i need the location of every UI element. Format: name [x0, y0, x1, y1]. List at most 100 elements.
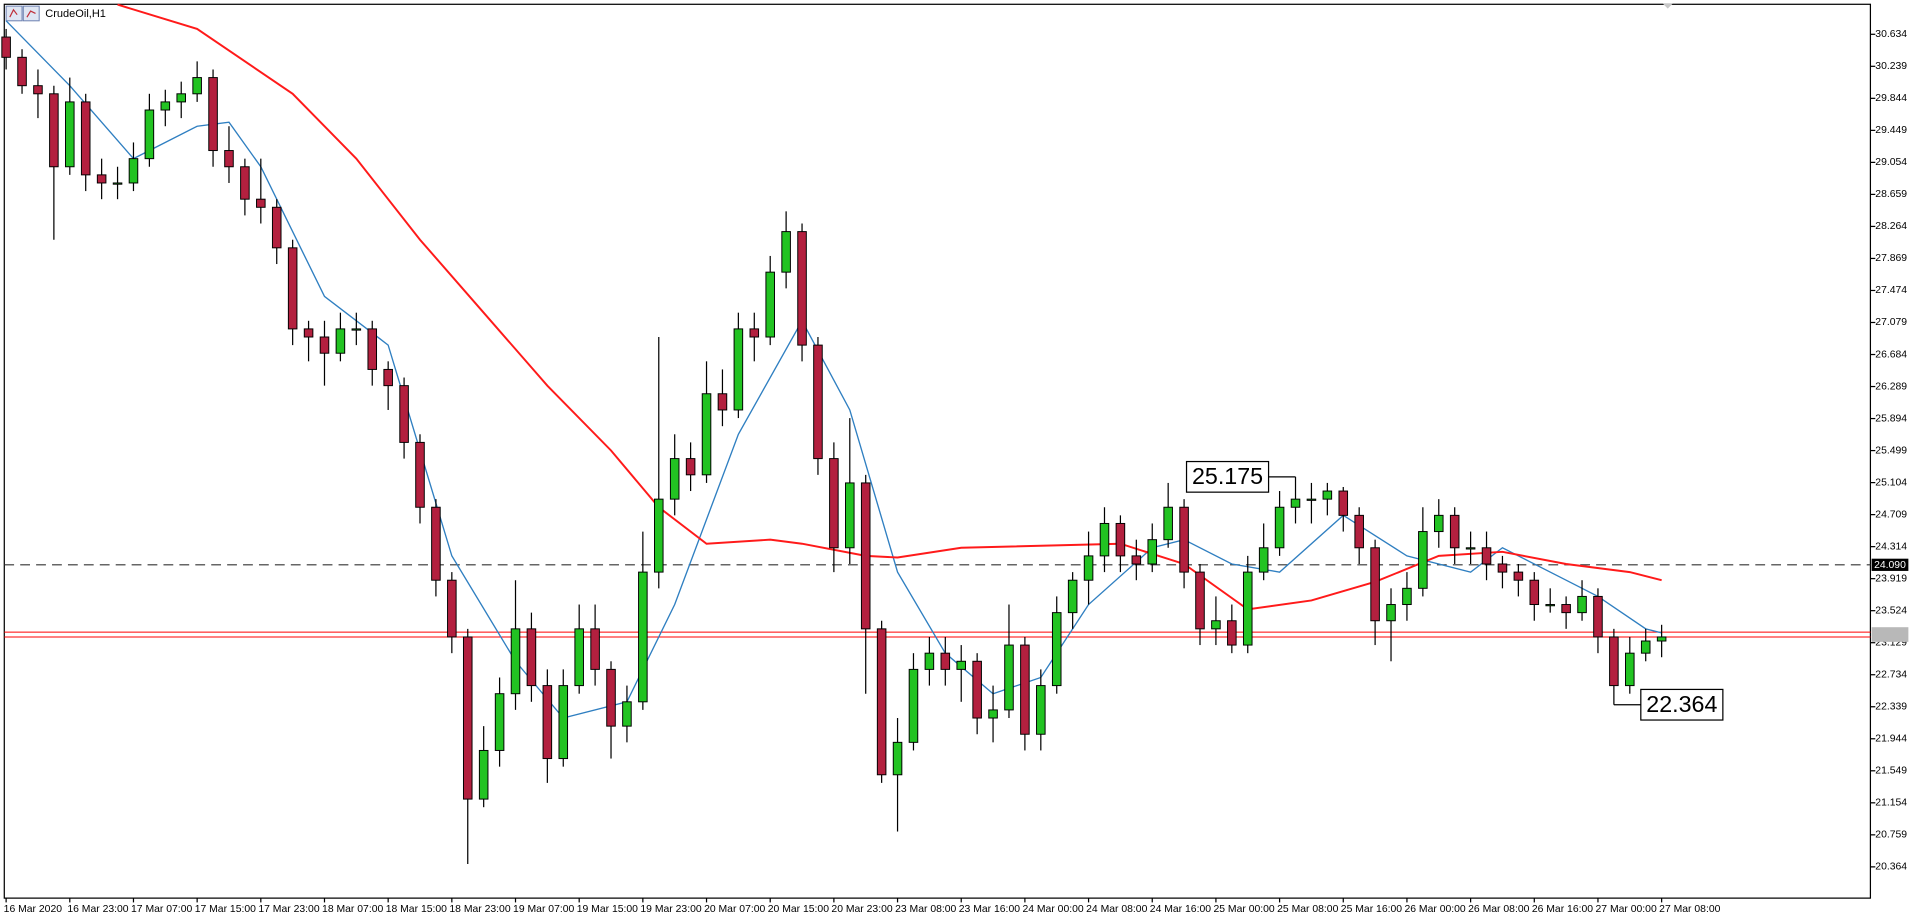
x-tick-label: 18 Mar 15:00	[386, 904, 447, 915]
x-tick-label: 25 Mar 08:00	[1277, 904, 1338, 915]
candle-body	[478, 749, 489, 800]
annotation-label: 25.175	[1192, 463, 1263, 489]
candle-body	[829, 458, 839, 549]
candle-body	[1290, 498, 1301, 508]
candle-body	[845, 482, 855, 549]
icon-part	[9, 8, 36, 18]
annotation-label: 22.364	[1646, 691, 1717, 717]
x-tick-label: 20 Mar 23:00	[831, 904, 892, 915]
candle-body	[1609, 636, 1619, 687]
x-tick-label: 23 Mar 16:00	[959, 904, 1020, 915]
candle-body	[1147, 539, 1158, 565]
candle-body	[1099, 522, 1110, 557]
candle-body	[765, 271, 775, 338]
x-tick-label: 17 Mar 15:00	[195, 904, 256, 915]
y-tick-label: 28.264	[1875, 221, 1907, 232]
candle-body	[860, 482, 871, 630]
candle-body	[1115, 522, 1126, 557]
candle-body	[176, 93, 186, 103]
candle-body	[1227, 620, 1237, 646]
y-tick-label: 22.339	[1875, 702, 1907, 713]
candle-body	[1306, 498, 1317, 501]
candle-body	[192, 77, 202, 95]
candle-body	[1593, 595, 1603, 638]
candle-body	[638, 571, 648, 703]
candle-body	[208, 77, 218, 152]
level-label: 24.090	[1874, 560, 1906, 571]
candle-body	[908, 668, 919, 743]
candle-body	[1242, 571, 1253, 646]
y-tick-label: 21.154	[1875, 798, 1907, 809]
x-tick-label: 17 Mar 07:00	[131, 904, 192, 915]
candle-body	[1434, 514, 1444, 533]
candle-body	[1497, 563, 1508, 573]
x-tick-label: 17 Mar 23:00	[258, 904, 319, 915]
y-tick-label: 24.314	[1875, 541, 1907, 552]
candle-body	[1513, 571, 1524, 581]
candle-body	[1179, 506, 1189, 573]
candle-body	[1386, 604, 1396, 622]
candle-body	[940, 652, 951, 670]
x-tick-label: 27 Mar 08:00	[1659, 904, 1720, 915]
candle-body	[1640, 640, 1651, 654]
y-tick-label: 25.499	[1875, 445, 1907, 456]
icon-part	[5, 5, 23, 22]
candle-body	[956, 660, 967, 670]
x-tick-label: 19 Mar 15:00	[577, 904, 638, 915]
candle-body	[1067, 579, 1078, 614]
candle-body	[367, 328, 378, 370]
x-tick-label: 24 Mar 00:00	[1022, 904, 1083, 915]
shift-marker	[1662, 3, 1673, 9]
x-tick-label: 16 Mar 23:00	[67, 904, 128, 915]
ma-line	[5, 20, 1662, 719]
y-tick-label: 23.129	[1875, 637, 1907, 648]
y-tick-label: 29.449	[1875, 125, 1907, 136]
candle-body	[96, 174, 107, 184]
candle-body	[1083, 555, 1094, 581]
x-tick-label: 19 Mar 23:00	[640, 904, 701, 915]
candle-body	[622, 701, 632, 727]
candle-body	[813, 344, 823, 460]
annotation-box	[1640, 688, 1724, 721]
candle-body	[1370, 547, 1380, 622]
y-tick-label: 21.944	[1875, 734, 1907, 745]
level-label-box	[1871, 558, 1909, 571]
y-tick-label: 20.364	[1875, 862, 1907, 873]
layer	[1, 28, 1667, 864]
annotation-box	[1185, 460, 1270, 493]
candle-body	[924, 652, 935, 670]
x-tick-label: 26 Mar 00:00	[1404, 904, 1465, 915]
candle-body	[1, 36, 11, 58]
candle-body	[80, 101, 91, 176]
x-tick-label: 24 Mar 08:00	[1086, 904, 1147, 915]
candle-body	[1656, 636, 1667, 642]
candle-body	[17, 56, 27, 87]
layer: 25.175 22.364	[1185, 460, 1724, 721]
candle-body	[33, 85, 43, 95]
y-tick-label: 29.054	[1875, 157, 1907, 168]
candle-body	[1036, 685, 1046, 735]
y-tick-label: 27.869	[1875, 253, 1907, 264]
candle-body	[303, 328, 314, 338]
candle-body	[1465, 547, 1476, 550]
y-tick-label: 26.684	[1875, 349, 1907, 360]
candle-body	[733, 328, 744, 411]
candle-body	[240, 166, 250, 200]
y-tick-label: 28.659	[1875, 189, 1907, 200]
y-tick-label: 26.289	[1875, 381, 1907, 392]
candle-body	[447, 579, 457, 638]
candle-body	[1258, 547, 1269, 573]
x-tick-label: 26 Mar 16:00	[1532, 904, 1593, 915]
symbol-icon	[5, 5, 40, 22]
candle-body	[224, 150, 234, 168]
candle-body	[1004, 644, 1014, 711]
x-tick-label: 23 Mar 08:00	[895, 904, 956, 915]
candle-body	[606, 668, 616, 727]
candle-body	[685, 458, 696, 476]
chart-title: CrudeOil,H1	[45, 8, 106, 20]
x-tick-label: 25 Mar 00:00	[1213, 904, 1274, 915]
y-tick-label: 27.474	[1875, 285, 1907, 296]
y-tick-label: 25.104	[1875, 477, 1907, 488]
candle-body	[1020, 644, 1030, 735]
y-tick-label: 29.844	[1875, 93, 1907, 104]
